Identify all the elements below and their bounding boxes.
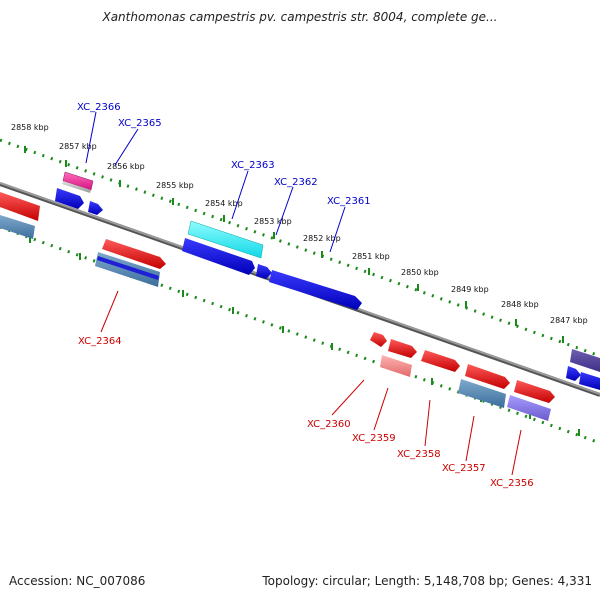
gene-xc-2365-b[interactable] <box>88 201 103 215</box>
gene-xc-2365-a[interactable] <box>55 188 84 209</box>
gene-xc-2356-a[interactable] <box>514 380 555 403</box>
map-title: Xanthomonas campestris pv. campestris st… <box>102 10 498 24</box>
gene-xc-2366[interactable] <box>62 171 94 193</box>
gene-label-xc-2360[interactable]: XC_2360 <box>307 419 351 430</box>
scale-tick-label: 2856 kbp <box>107 162 145 171</box>
gene-lower-right[interactable] <box>566 366 600 390</box>
gene-xc-2362[interactable] <box>182 238 255 275</box>
lower-tick-track <box>0 225 600 445</box>
gene-xc-2358[interactable] <box>421 350 460 372</box>
gene-label-xc-2363[interactable]: XC_2363 <box>231 160 275 171</box>
scale-tick-label: 2849 kbp <box>451 285 489 294</box>
scale-tick-label: 2851 kbp <box>352 252 390 261</box>
scale-tick-label: 2853 kbp <box>254 217 292 226</box>
accession-text: Accession: NC_007086 <box>9 574 146 588</box>
gene-xc-2357-b[interactable] <box>458 379 506 408</box>
gene-left-edge-upper[interactable] <box>0 192 40 221</box>
scale-tick-label: 2855 kbp <box>156 181 194 190</box>
upper-major-ticks <box>24 146 564 343</box>
gene-label-xc-2356[interactable]: XC_2356 <box>490 478 534 489</box>
scale-tick-label: 2857 kbp <box>59 142 97 151</box>
gene-xc-2362-b[interactable] <box>256 264 272 279</box>
gene-xc-2364-b[interactable] <box>95 252 160 287</box>
gene-xc-2360[interactable] <box>370 332 387 347</box>
scale-tick-label: 2852 kbp <box>303 234 341 243</box>
scale-tick-label: 2847 kbp <box>550 316 588 325</box>
scale-tick-label: 2848 kbp <box>501 300 539 309</box>
gene-xc-2357-a[interactable] <box>465 364 510 389</box>
gene-label-xc-2357[interactable]: XC_2357 <box>442 463 486 474</box>
gene-xc-2356-b[interactable] <box>507 395 551 421</box>
gene-upper-right[interactable] <box>570 349 600 372</box>
gene-left-edge-lower[interactable] <box>0 215 35 239</box>
gene-xc-2364-a[interactable] <box>102 239 166 269</box>
scale-tick-label: 2850 kbp <box>401 268 439 277</box>
scale-tick-label: 2854 kbp <box>205 199 243 208</box>
gene-xc-2363[interactable] <box>187 220 264 259</box>
gene-label-xc-2361[interactable]: XC_2361 <box>327 196 371 207</box>
scale-tick-label: 2858 kbp <box>11 123 49 132</box>
gene-xc-2361[interactable] <box>269 270 362 310</box>
gene-label-xc-2364[interactable]: XC_2364 <box>78 336 122 347</box>
reverse-leader-lines <box>100 290 522 476</box>
genome-summary-text: Topology: circular; Length: 5,148,708 bp… <box>262 574 592 588</box>
forward-leader-lines <box>85 111 346 253</box>
gene-label-xc-2359[interactable]: XC_2359 <box>352 433 396 444</box>
gene-label-xc-2362[interactable]: XC_2362 <box>274 177 318 188</box>
gene-xc-2359-b[interactable] <box>380 355 412 377</box>
gene-xc-2359-a[interactable] <box>388 339 417 358</box>
upper-tick-track <box>0 138 600 358</box>
gene-label-xc-2365[interactable]: XC_2365 <box>118 118 162 129</box>
gene-label-xc-2366[interactable]: XC_2366 <box>77 102 121 113</box>
gene-label-xc-2358[interactable]: XC_2358 <box>397 449 441 460</box>
